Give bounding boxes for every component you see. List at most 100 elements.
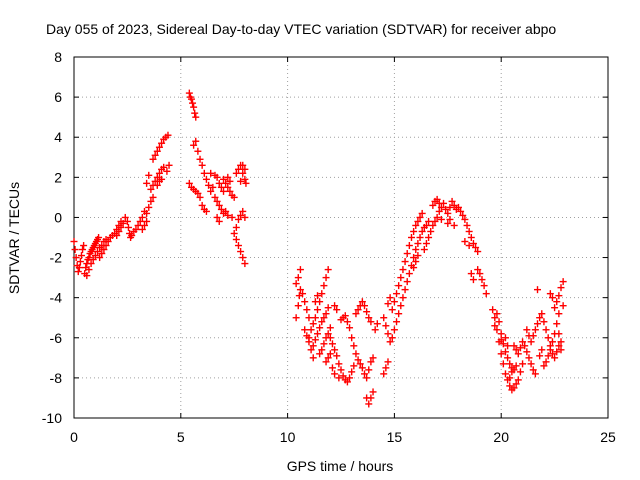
data-point [85, 266, 93, 274]
data-point [467, 234, 475, 241]
y-tick-label: 6 [54, 89, 62, 105]
data-points [70, 89, 567, 408]
data-point [307, 326, 315, 334]
data-point [401, 258, 409, 266]
data-point [324, 304, 332, 312]
data-point [493, 310, 501, 318]
data-point [548, 338, 556, 346]
plot-frame [73, 56, 609, 419]
data-point [209, 183, 217, 191]
data-point [187, 95, 195, 103]
data-point [164, 131, 172, 139]
data-point [538, 346, 546, 354]
data-point [529, 366, 537, 374]
x-tick-label: 10 [280, 429, 296, 445]
data-point [553, 348, 561, 356]
data-point [314, 330, 322, 338]
data-point [559, 302, 567, 310]
data-point [311, 336, 319, 344]
data-point [335, 374, 343, 382]
data-point [493, 326, 501, 334]
data-point [314, 292, 322, 300]
data-point [132, 225, 140, 233]
data-point [232, 223, 240, 231]
data-point [501, 370, 509, 378]
data-point [544, 334, 552, 342]
data-point [185, 89, 193, 97]
data-point [367, 394, 375, 402]
data-point [380, 314, 388, 322]
data-point [89, 256, 97, 264]
data-point [356, 360, 364, 368]
data-point [305, 314, 313, 322]
data-point [363, 374, 371, 382]
chart-title: Day 055 of 2023, Sidereal Day-to-day VTE… [46, 21, 556, 37]
data-point [326, 334, 334, 342]
data-point [143, 179, 151, 187]
x-tick-label: 20 [493, 429, 509, 445]
data-point [469, 276, 477, 284]
data-point [117, 223, 125, 231]
data-point [311, 298, 319, 306]
data-point [548, 294, 556, 302]
data-point [555, 330, 563, 338]
data-point [523, 348, 531, 356]
y-tick-label: 2 [54, 169, 62, 185]
data-point [448, 197, 456, 205]
data-point [309, 354, 317, 362]
data-point [431, 217, 439, 225]
data-point [324, 330, 332, 338]
data-point [331, 346, 339, 354]
data-point [87, 260, 95, 268]
data-point [506, 374, 514, 382]
data-point [213, 213, 221, 221]
data-point [71, 246, 79, 254]
data-point [93, 248, 101, 256]
data-point [343, 378, 351, 386]
data-point [299, 290, 307, 298]
data-point [450, 221, 458, 229]
data-point [100, 246, 108, 254]
data-point [102, 242, 110, 250]
data-point [83, 272, 91, 280]
data-point [115, 227, 123, 235]
data-point [324, 354, 332, 362]
data-point [461, 238, 469, 246]
data-point [189, 99, 197, 107]
data-point [220, 187, 228, 195]
data-point [318, 318, 326, 326]
data-point [224, 173, 232, 181]
data-point [497, 336, 505, 344]
data-point [326, 350, 334, 358]
data-point [305, 338, 313, 346]
data-point [241, 213, 249, 221]
y-tick-label: 0 [54, 209, 62, 225]
data-point [427, 227, 435, 235]
data-point [234, 242, 242, 250]
data-point [220, 175, 228, 183]
data-point [395, 310, 403, 318]
data-point [75, 264, 83, 272]
y-tick-label: -4 [50, 290, 63, 306]
data-point [463, 221, 471, 229]
data-point [77, 252, 85, 260]
data-point [104, 238, 112, 246]
data-point [412, 221, 420, 229]
data-point [495, 318, 503, 326]
data-point [410, 264, 418, 272]
data-point [301, 298, 309, 306]
data-point [322, 274, 330, 282]
data-point [365, 366, 373, 374]
data-point [322, 358, 330, 366]
x-tick-label: 5 [177, 429, 185, 445]
data-point [224, 183, 232, 191]
data-point [531, 326, 539, 334]
axis-ticks: 0 5 10 15 20 25 -10 -8 -6 -4 -2 0 2 4 6 8 [42, 49, 616, 445]
data-point [294, 302, 302, 310]
data-point [294, 274, 302, 282]
data-point [489, 306, 497, 314]
data-point [155, 143, 163, 151]
data-point [198, 161, 206, 169]
data-point [232, 169, 240, 177]
data-point [140, 221, 148, 229]
